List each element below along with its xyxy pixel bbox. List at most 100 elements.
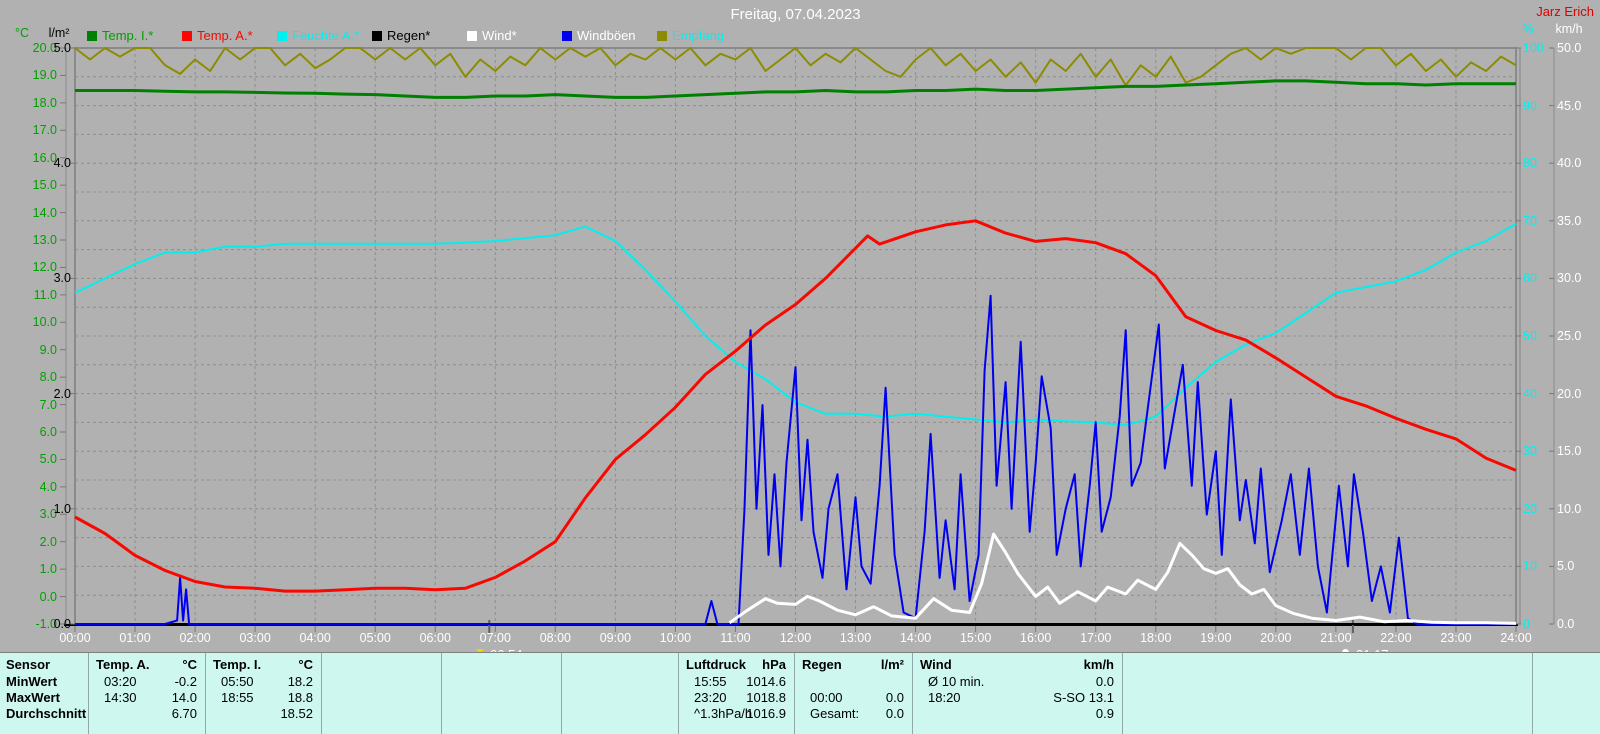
table-col-name: Wind (920, 657, 952, 672)
humidity-axis-unit: % (1522, 22, 1534, 36)
temp-axis-label: 6.0 (39, 425, 57, 439)
table-row-label: Sensor (6, 657, 51, 672)
table-cell-value: S-SO 13.1 (1053, 690, 1114, 705)
rain-axis-unit: l/m² (48, 26, 70, 40)
table-cell-time: 05:50 (221, 674, 254, 689)
table-cell-time: Ø 10 min. (928, 674, 985, 689)
table-cell-value: 18.8 (287, 690, 313, 705)
time-axis-label: 01:00 (119, 631, 151, 645)
table-col-unit: °C (298, 657, 313, 672)
temp-axis-label: 3.0 (39, 507, 57, 522)
table-row-label: MinWert (6, 674, 58, 689)
humidity-axis-label: 20 (1523, 501, 1537, 516)
humidity-axis-label: 50 (1523, 329, 1537, 343)
humidity-axis-label: 60 (1523, 271, 1537, 286)
series-feuchte (74, 222, 1517, 427)
wind-axis-label: 5.0 (1557, 559, 1575, 574)
legend-swatch (182, 31, 192, 41)
time-axis-label: 21:00 (1320, 631, 1352, 645)
temp-axis-label: 13.0 (32, 233, 57, 247)
temp-axis-label: 8.0 (39, 370, 57, 385)
legend-label: Wind* (482, 28, 517, 43)
temp-axis-label: 10.0 (32, 315, 57, 330)
time-axis-label: 18:00 (1140, 631, 1172, 645)
series-temp_i (75, 79, 1516, 99)
stats-table: Sensor MinWert MaxWert Durchschnitt Temp. A.… (0, 652, 1600, 734)
wind-axis-label: 45.0 (1557, 98, 1582, 113)
humidity-axis-label: 40 (1523, 386, 1537, 401)
temp-axis-label: 14.0 (32, 205, 57, 220)
legend-swatch (657, 31, 667, 41)
legend-label: Temp. A.* (197, 28, 253, 43)
table-cell-value: 1014.6 (746, 674, 786, 689)
time-axis-label: 04:00 (299, 631, 331, 645)
time-axis-label: 08:00 (539, 631, 571, 645)
legend-label: Windböen (577, 28, 636, 43)
page-title: Freitag, 07.04.2023 (730, 6, 861, 23)
time-axis-label: 14:00 (899, 631, 932, 645)
legend-label: Temp. I.* (102, 28, 154, 43)
table-cell-time: 23:20 (694, 690, 727, 705)
table-cell-time: 18:55 (221, 690, 254, 705)
wind-axis-label: 25.0 (1557, 329, 1582, 343)
time-axis-label: 24:00 (1500, 631, 1532, 645)
temp-axis-label: 18.0 (32, 95, 57, 110)
legend-swatch (87, 31, 97, 41)
humidity-axis-label: 0 (1523, 617, 1530, 631)
table-separator (441, 653, 442, 734)
legend-label: Feuchte A.* (292, 28, 360, 43)
time-axis-label: 03:00 (239, 631, 271, 645)
table-separator (88, 653, 89, 734)
wind-axis-label: 30.0 (1557, 271, 1582, 286)
time-axis-label: 06:00 (419, 631, 451, 645)
wind-axis-label: 10.0 (1557, 501, 1582, 516)
time-axis-label: 10:00 (659, 631, 692, 645)
temp-axis-label: 19.0 (32, 68, 57, 83)
table-cell-value: 18.2 (287, 674, 313, 689)
time-axis-label: 00:00 (59, 631, 91, 645)
wind-axis-label: 35.0 (1557, 213, 1582, 228)
humidity-axis-label: 80 (1523, 156, 1537, 171)
rain-axis-label: 0.0 (53, 617, 71, 631)
table-cell-time: 15:55 (694, 674, 727, 689)
time-axis-label: 13:00 (839, 631, 872, 645)
series-wind (728, 532, 1517, 625)
time-axis-label: 17:00 (1080, 631, 1112, 645)
temp-axis-label: 2.0 (39, 534, 57, 549)
table-cell-value: 1018.8 (746, 690, 786, 705)
table-separator (1122, 653, 1123, 734)
temp-axis-label: 16.0 (32, 150, 57, 165)
attribution: Jarz Erich (1536, 4, 1594, 19)
time-axis-label: 22:00 (1380, 631, 1412, 645)
time-axis-label: 12:00 (779, 631, 812, 645)
table-cell-value: 14.0 (171, 690, 197, 705)
table-cell-value: 0.0 (885, 706, 904, 721)
table-separator (205, 653, 206, 734)
table-col-name: Regen (802, 657, 842, 672)
temp-axis-label: 5.0 (39, 452, 57, 467)
table-col-unit: km/h (1083, 657, 1114, 672)
table-cell-value: 0.0 (1095, 674, 1114, 689)
time-axis-label: 23:00 (1440, 631, 1472, 645)
table-cell-value: 1016.9 (746, 706, 786, 721)
rain-axis-label: 3.0 (53, 271, 71, 286)
wind-axis-label: 40.0 (1557, 156, 1582, 171)
rain-axis-label: 1.0 (53, 501, 71, 516)
legend-label: Empfang (672, 28, 725, 43)
table-separator (1532, 653, 1533, 734)
table-col-unit: l/m² (880, 657, 904, 672)
humidity-axis-label: 100 (1523, 41, 1544, 55)
legend-swatch (277, 31, 287, 41)
wind-axis-label: 0.0 (1557, 617, 1575, 631)
temp-axis-label: 7.0 (39, 397, 57, 412)
time-axis-label: 11:00 (720, 631, 751, 645)
table-separator (561, 653, 562, 734)
table-cell-time: 03:20 (104, 674, 137, 689)
legend-swatch (467, 31, 477, 41)
rain-axis-label: 2.0 (53, 386, 71, 401)
table-cell-time: 00:00 (810, 690, 843, 705)
table-cell-value: 0.0 (885, 690, 904, 705)
temp-axis-label: 20.0 (32, 41, 57, 55)
table-col-name: Temp. I. (213, 657, 262, 672)
